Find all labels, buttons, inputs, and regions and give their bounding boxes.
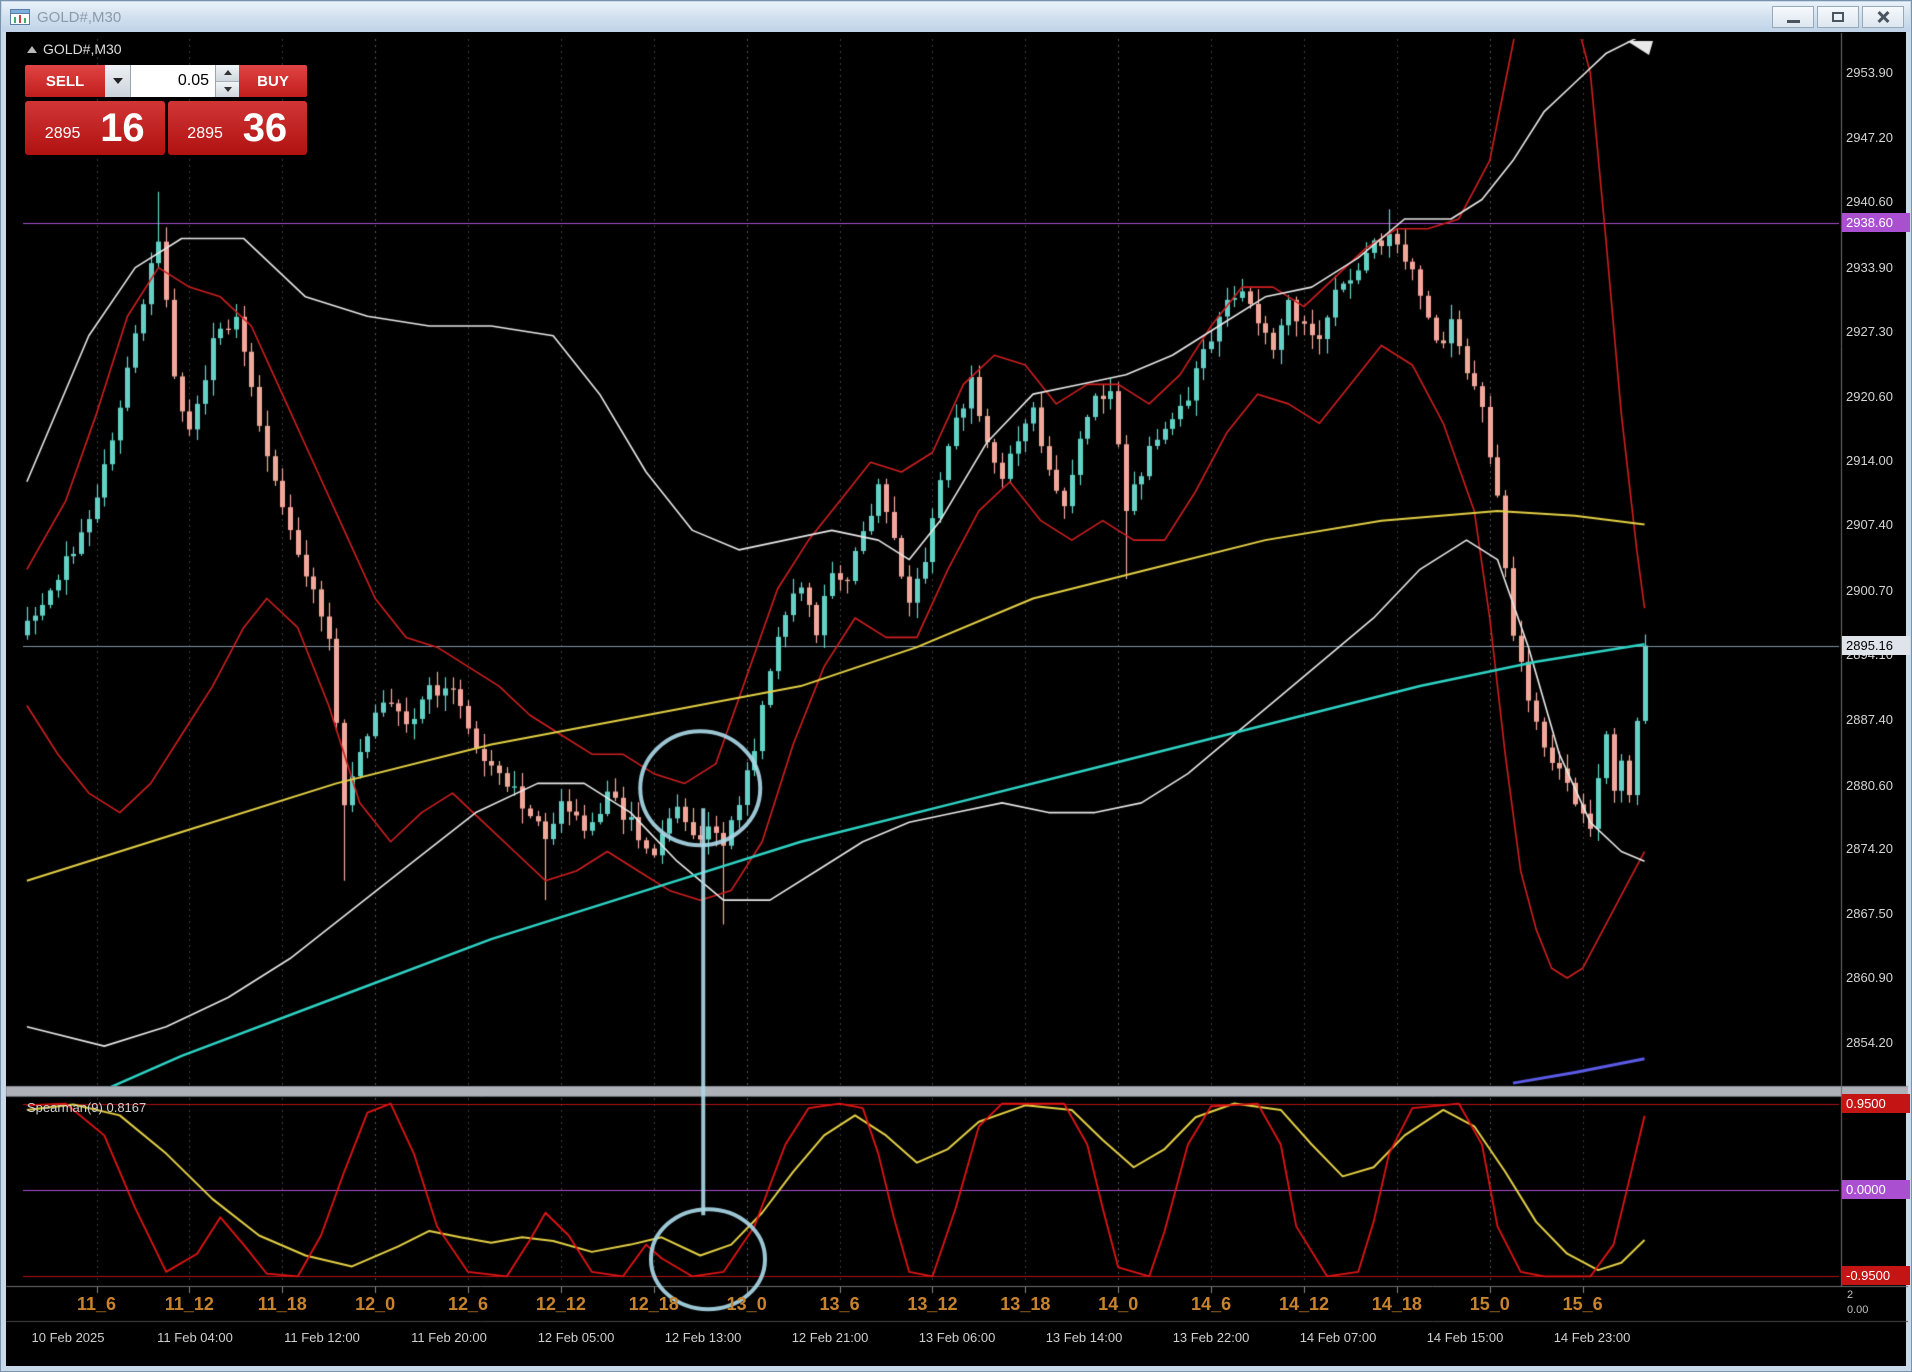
close-icon (1876, 10, 1890, 24)
volume-input[interactable] (131, 65, 215, 97)
sell-button[interactable]: SELL (25, 65, 105, 97)
maximize-icon (1832, 12, 1844, 22)
volume-stepper (215, 65, 239, 97)
volume-decrease-button[interactable] (216, 81, 239, 97)
minimize-button[interactable] (1772, 6, 1814, 28)
window-titlebar[interactable]: GOLD#,M30 (2, 2, 1910, 32)
buy-price-pips: 36 (242, 106, 288, 150)
window-title: GOLD#,M30 (37, 8, 122, 26)
app-icon (10, 9, 30, 25)
volume-dropdown-button[interactable] (105, 65, 131, 97)
buy-price-tile[interactable]: 2895 36 (167, 101, 307, 155)
sell-price-main: 2895 (44, 125, 81, 142)
maximize-button[interactable] (1817, 6, 1859, 28)
indicator-label: Spearman(9) 0.8167 (27, 1100, 147, 1115)
sell-price-pips: 16 (100, 106, 145, 150)
sell-price-tile[interactable]: 2895 16 (25, 101, 165, 155)
close-button[interactable] (1862, 6, 1904, 28)
buy-button[interactable]: BUY (239, 65, 307, 97)
symbol-label[interactable]: GOLD#,M30 (27, 41, 122, 57)
buy-price-main: 2895 (187, 125, 223, 142)
symbol-label-text: GOLD#,M30 (43, 41, 122, 57)
chevron-down-icon (223, 86, 232, 92)
chevron-down-icon (112, 78, 123, 84)
window-controls (1772, 6, 1904, 28)
trade-price-row: 2895 16 2895 36 (25, 101, 307, 155)
volume-increase-button[interactable] (216, 65, 239, 82)
chevron-up-icon (223, 70, 232, 76)
collapse-arrow-icon (27, 45, 37, 53)
one-click-trading-panel: SELL BUY 2895 16 2895 36 (25, 65, 307, 155)
trade-controls-row: SELL BUY (25, 65, 307, 97)
minimize-icon (1786, 20, 1800, 23)
